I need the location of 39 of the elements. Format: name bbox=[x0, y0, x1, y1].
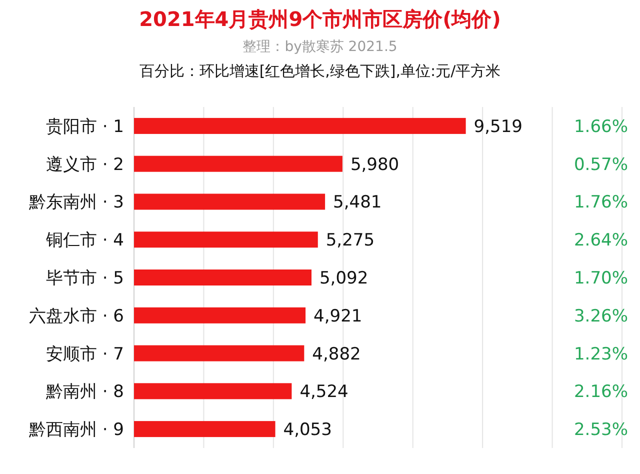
bar bbox=[134, 118, 466, 134]
y-tick-label: 黔南州 · 8 bbox=[44, 382, 124, 402]
annotation: 1.76% bbox=[574, 192, 628, 213]
data-label: 9,519 bbox=[474, 116, 522, 137]
annotation: 2.53% bbox=[574, 420, 628, 440]
bar bbox=[134, 383, 292, 400]
annotation: 0.57% bbox=[574, 154, 628, 175]
y-tick-label: 黔西南州 · 9 bbox=[28, 420, 124, 440]
data-label: 4,524 bbox=[300, 382, 348, 402]
bar bbox=[134, 421, 276, 438]
data-label: 5,980 bbox=[350, 154, 400, 175]
y-tick-label: 遵义市 · 2 bbox=[46, 154, 124, 175]
data-label: 4,921 bbox=[314, 306, 362, 326]
y-tick-label: 贵阳市 · 1 bbox=[46, 116, 124, 137]
bar bbox=[134, 307, 306, 324]
y-tick-label: 毕节市 · 5 bbox=[46, 268, 124, 288]
annotation: 1.70% bbox=[574, 268, 628, 288]
text: 百分比：环比增速[红色增长,绿色下跌],单位:元/平方米 bbox=[139, 62, 501, 80]
bar bbox=[134, 156, 342, 172]
data-label: 5,275 bbox=[326, 230, 375, 251]
annotation: 1.66% bbox=[574, 116, 628, 137]
bar bbox=[134, 345, 304, 362]
annotation: 1.23% bbox=[574, 344, 628, 364]
bar bbox=[134, 232, 318, 248]
chart-title: 2021年4月贵州9个市州市区房价(均价) bbox=[139, 7, 501, 31]
bar bbox=[134, 194, 326, 210]
data-label: 4,882 bbox=[312, 344, 361, 364]
bar bbox=[134, 270, 312, 286]
y-tick-label: 铜仁市 · 4 bbox=[44, 230, 124, 251]
y-tick-label: 黔东南州 · 3 bbox=[28, 192, 124, 213]
data-label: 4,053 bbox=[283, 420, 332, 440]
y-tick-label: 安顺市 · 7 bbox=[46, 344, 124, 364]
y-tick-label: 六盘水市 · 6 bbox=[28, 306, 124, 326]
chart-subtitle: 整理：by散寒苏 2021.5 bbox=[242, 39, 398, 55]
data-label: 5,481 bbox=[333, 192, 382, 213]
annotation: 2.16% bbox=[574, 382, 628, 402]
annotation: 2.64% bbox=[574, 230, 628, 251]
annotation: 3.26% bbox=[574, 306, 628, 326]
data-label: 5,092 bbox=[319, 268, 368, 288]
